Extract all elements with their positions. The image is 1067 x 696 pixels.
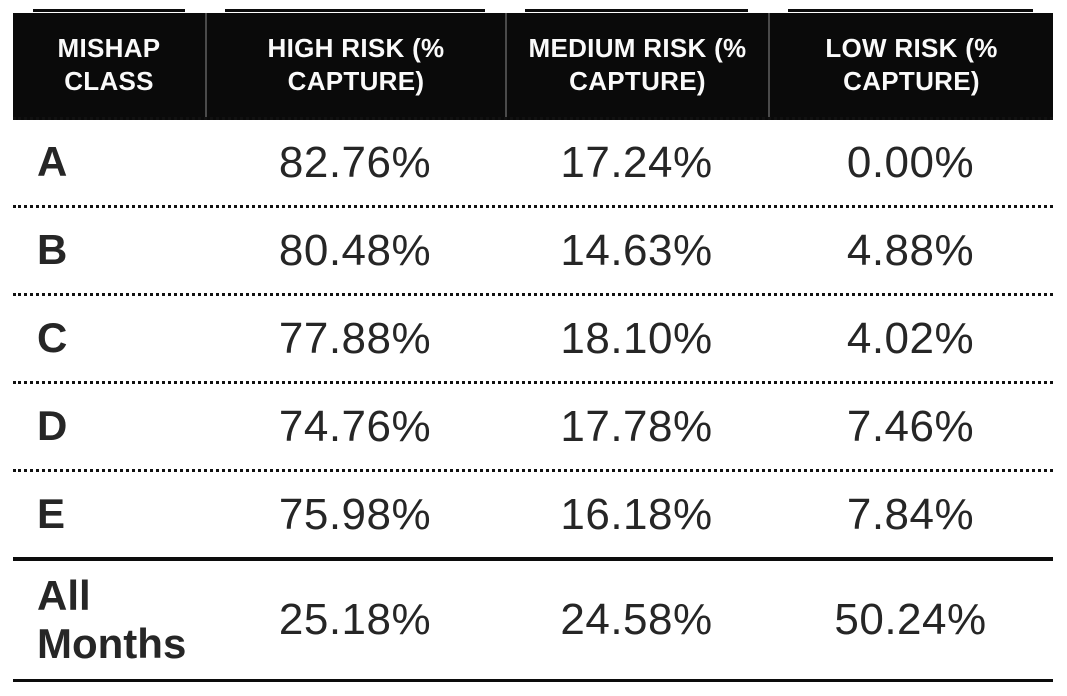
medium-risk-value: 17.24% <box>560 137 713 187</box>
top-border-segment <box>788 9 1033 12</box>
high-risk-value: 75.98% <box>278 489 432 539</box>
low-risk-value: 50.24% <box>834 595 987 644</box>
low-risk-value: 4.02% <box>846 313 975 363</box>
row-label: B <box>37 226 68 274</box>
total-separator-line <box>13 557 1053 561</box>
row-label: E <box>37 490 66 538</box>
top-border-segment <box>525 9 748 12</box>
table-top-border <box>13 9 1053 12</box>
medium-risk-value: 14.63% <box>560 225 713 275</box>
row-label: C <box>37 314 68 362</box>
low-risk-value: 7.46% <box>846 401 975 451</box>
low-risk-value: 7.84% <box>846 489 975 539</box>
high-risk-value: 74.76% <box>278 401 432 451</box>
high-risk-value: 77.88% <box>278 313 432 363</box>
table-row-a: A 82.76% 17.24% 0.00% <box>13 120 1053 208</box>
row-label: D <box>37 402 68 450</box>
low-risk-value: 0.00% <box>846 137 975 187</box>
row-label: A <box>37 138 68 186</box>
table-row-e: E 75.98% 16.18% 7.84% <box>13 472 1053 557</box>
column-header-low-risk: LOW RISK (% CAPTURE) <box>768 13 1053 117</box>
table-bottom-border <box>13 679 1053 682</box>
high-risk-value: 82.76% <box>278 137 432 187</box>
high-risk-value: 80.48% <box>278 225 432 275</box>
table-row-all-months: All Months 25.18% 24.58% 50.24% <box>13 561 1053 679</box>
low-risk-value: 4.88% <box>846 225 975 275</box>
top-border-segment <box>225 9 485 12</box>
column-header-mishap-class: MISHAP CLASS <box>57 32 161 96</box>
top-border-segment <box>33 9 185 12</box>
mishap-risk-capture-table: MISHAP CLASS HIGH RISK (% CAPTURE) MEDIU… <box>13 0 1053 682</box>
column-header-high-risk: HIGH RISK (% CAPTURE) <box>205 13 505 117</box>
table-row-d: D 74.76% 17.78% 7.46% <box>13 384 1053 472</box>
table-row-c: C 77.88% 18.10% 4.02% <box>13 296 1053 384</box>
table-row-b: B 80.48% 14.63% 4.88% <box>13 208 1053 296</box>
row-label: All Months <box>37 571 187 667</box>
high-risk-value: 25.18% <box>278 595 432 644</box>
medium-risk-value: 24.58% <box>560 595 713 644</box>
column-header-medium-risk: MEDIUM RISK (% CAPTURE) <box>505 13 768 117</box>
medium-risk-value: 17.78% <box>560 401 713 451</box>
table-header-row: MISHAP CLASS HIGH RISK (% CAPTURE) MEDIU… <box>13 13 1053 120</box>
medium-risk-value: 16.18% <box>560 489 713 539</box>
medium-risk-value: 18.10% <box>560 313 713 363</box>
